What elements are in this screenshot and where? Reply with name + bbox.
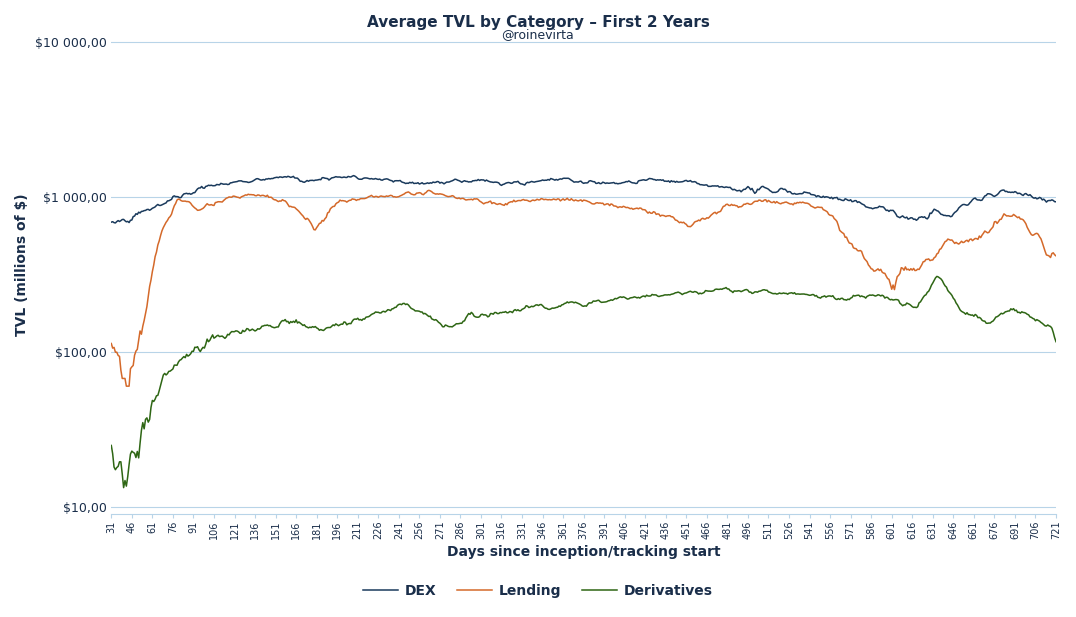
Lending bbox=[511, 197, 524, 204]
DEX bbox=[1049, 198, 1062, 205]
Line: DEX: DEX bbox=[111, 176, 1056, 223]
Text: Average TVL by Category – First 2 Years: Average TVL by Category – First 2 Years bbox=[367, 15, 709, 30]
DEX bbox=[564, 175, 577, 183]
DEX bbox=[109, 219, 122, 226]
DEX bbox=[511, 178, 524, 185]
Lending bbox=[317, 217, 330, 225]
Lending bbox=[119, 383, 132, 390]
Lending bbox=[423, 186, 436, 194]
Lending bbox=[564, 196, 577, 204]
Text: @roinevirta: @roinevirta bbox=[501, 28, 575, 41]
Y-axis label: TVL (millions of $): TVL (millions of $) bbox=[15, 193, 29, 336]
Derivatives bbox=[726, 289, 739, 296]
Derivatives bbox=[317, 327, 330, 334]
Derivatives bbox=[253, 326, 266, 333]
Derivatives bbox=[104, 442, 117, 449]
X-axis label: Days since inception/tracking start: Days since inception/tracking start bbox=[447, 545, 721, 559]
Lending bbox=[727, 201, 740, 209]
Derivatives bbox=[510, 307, 523, 314]
Lending bbox=[1049, 252, 1062, 260]
Lending bbox=[288, 204, 301, 211]
DEX bbox=[317, 174, 330, 181]
Derivatives bbox=[1049, 338, 1062, 346]
DEX bbox=[727, 186, 740, 193]
Line: Lending: Lending bbox=[111, 190, 1056, 386]
Derivatives bbox=[288, 319, 301, 326]
Lending bbox=[253, 191, 266, 199]
Derivatives bbox=[117, 484, 130, 491]
DEX bbox=[104, 218, 117, 226]
Legend: DEX, Lending, Derivatives: DEX, Lending, Derivatives bbox=[357, 579, 719, 604]
Lending bbox=[104, 340, 117, 347]
DEX bbox=[348, 172, 360, 180]
DEX bbox=[253, 176, 266, 183]
Derivatives bbox=[562, 299, 575, 307]
Line: Derivatives: Derivatives bbox=[111, 276, 1056, 487]
DEX bbox=[288, 174, 301, 181]
Derivatives bbox=[931, 273, 944, 280]
